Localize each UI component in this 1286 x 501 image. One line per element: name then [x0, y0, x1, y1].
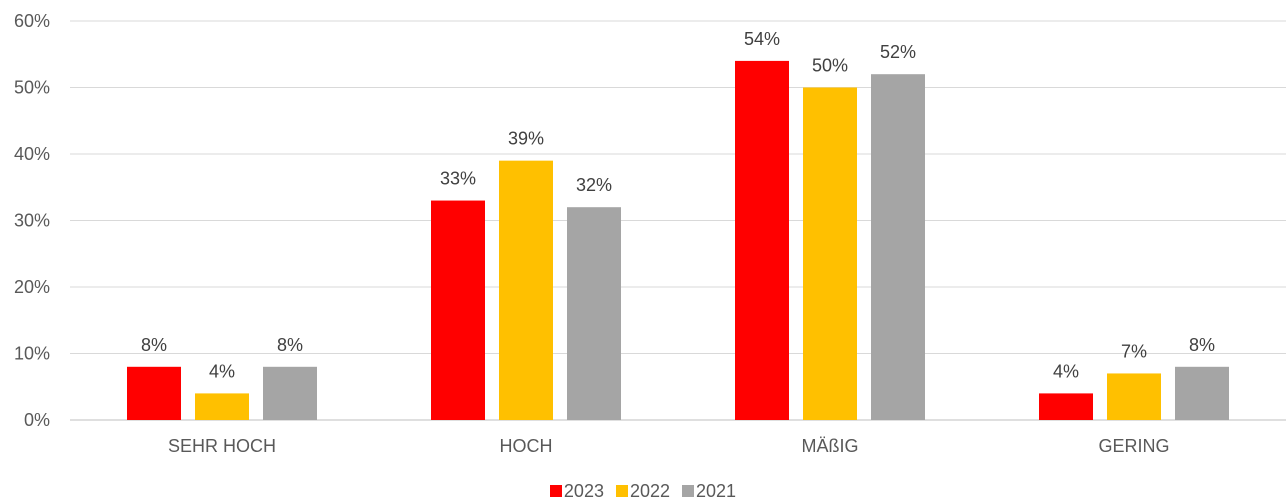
y-tick-label: 60% — [14, 11, 50, 31]
category-label: MÄßIG — [802, 436, 859, 456]
chart-legend: 2023 2022 2021 — [0, 481, 1286, 501]
data-label: 8% — [141, 335, 167, 355]
bar-chart-svg: 0% 10% 20% 30% 40% 50% 60% 8% 4% 8% SEHR HOCH 33% 39… — [14, 11, 1286, 456]
data-label: 54% — [744, 29, 780, 49]
category-label: HOCH — [500, 436, 553, 456]
bar-2021 — [1175, 366, 1229, 420]
legend-item-2023: 2023 — [549, 481, 604, 501]
bar-2023 — [127, 366, 181, 420]
legend-swatch — [615, 485, 628, 497]
legend-label: 2023 — [563, 481, 604, 501]
y-tick-label: 50% — [14, 78, 50, 98]
bar-2022 — [195, 393, 249, 420]
bar-2021 — [263, 366, 317, 420]
bar-2022 — [803, 87, 857, 420]
bar-2021 — [871, 74, 925, 420]
y-tick-label: 40% — [14, 144, 50, 164]
y-tick-label: 20% — [14, 277, 50, 297]
y-tick-label: 0% — [24, 410, 50, 430]
legend-swatch — [682, 485, 695, 497]
data-label: 33% — [440, 169, 476, 189]
category-label: SEHR HOCH — [168, 436, 276, 456]
bar-2023 — [735, 60, 789, 421]
bar-2022 — [1107, 373, 1161, 420]
legend-label: 2022 — [629, 481, 671, 501]
category-label: GERING — [1098, 436, 1169, 456]
data-label: 50% — [812, 56, 848, 76]
bar-2023 — [1039, 393, 1093, 420]
data-label: 39% — [508, 129, 544, 149]
data-label: 4% — [209, 361, 235, 381]
y-tick-label: 10% — [14, 344, 50, 364]
legend-item-2021: 2021 — [682, 481, 736, 501]
data-label: 52% — [880, 42, 916, 62]
y-tick-label: 30% — [14, 211, 50, 231]
data-label: 7% — [1121, 341, 1147, 361]
legend-label: 2021 — [696, 481, 737, 501]
data-label: 8% — [277, 335, 303, 355]
bar-2023 — [431, 200, 485, 420]
data-label: 4% — [1053, 361, 1079, 381]
bar-2021 — [567, 207, 621, 420]
data-label: 32% — [576, 175, 612, 195]
legend-item-2022: 2022 — [615, 481, 671, 501]
data-label: 8% — [1189, 335, 1215, 355]
bar-2022 — [499, 160, 553, 420]
legend-swatch — [549, 485, 562, 497]
